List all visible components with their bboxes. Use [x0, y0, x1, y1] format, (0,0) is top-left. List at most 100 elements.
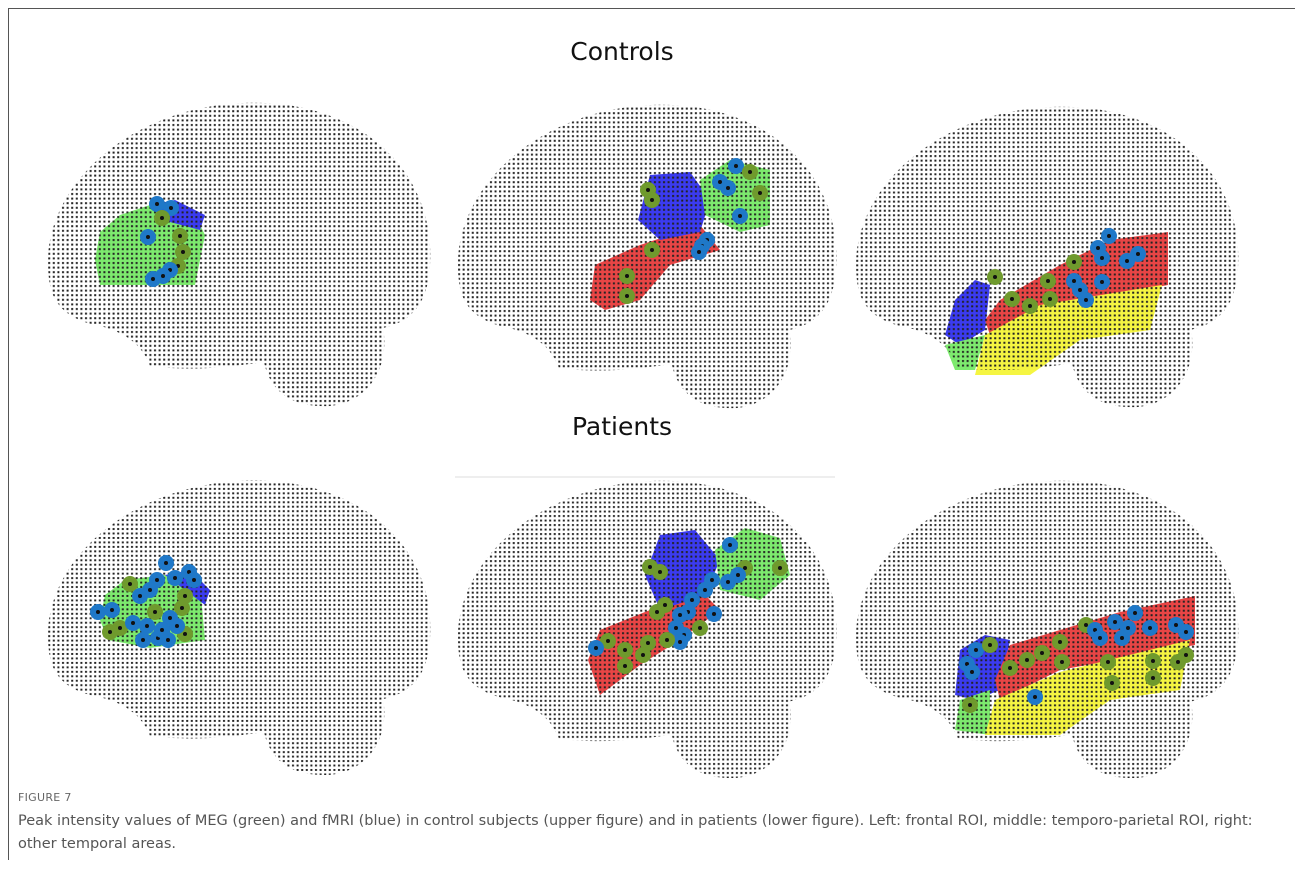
- peak-center: [1040, 651, 1044, 655]
- peak-center: [187, 570, 191, 574]
- peak-center: [1060, 660, 1064, 664]
- peak-center: [974, 648, 978, 652]
- peak-center: [993, 275, 997, 279]
- figure: Controls Patients: [47, 37, 1239, 779]
- peak-center: [1120, 636, 1124, 640]
- peak-center: [1106, 660, 1110, 664]
- peak-center: [655, 610, 659, 614]
- peak-center: [160, 628, 164, 632]
- peak-center: [178, 234, 182, 238]
- peak-center: [1072, 260, 1076, 264]
- peak-center: [183, 632, 187, 636]
- peak-center: [151, 277, 155, 281]
- peak-center: [718, 180, 722, 184]
- peak-center: [1184, 653, 1188, 657]
- brain-panel: [47, 480, 431, 775]
- peak-center: [1176, 660, 1180, 664]
- peak-center: [625, 294, 629, 298]
- peak-center: [1151, 676, 1155, 680]
- panel-title: Controls: [570, 37, 673, 66]
- peak-center: [155, 202, 159, 206]
- peak-center: [153, 610, 157, 614]
- peak-center: [712, 612, 716, 616]
- peak-center: [665, 638, 669, 642]
- peak-center: [968, 703, 972, 707]
- brain-dots: [457, 104, 837, 409]
- peak-center: [183, 594, 187, 598]
- peak-center: [594, 646, 598, 650]
- peak-center: [1096, 246, 1100, 250]
- peak-center: [175, 624, 179, 628]
- peak-center: [1107, 234, 1111, 238]
- peak-center: [96, 610, 100, 614]
- peak-center: [1098, 636, 1102, 640]
- peak-center: [1025, 658, 1029, 662]
- peak-center: [148, 588, 152, 592]
- peak-center: [1133, 611, 1137, 615]
- peak-center: [128, 582, 132, 586]
- peak-center: [734, 164, 738, 168]
- brain-panel: [457, 480, 837, 779]
- figure-caption: Peak intensity values of MEG (green) and…: [18, 813, 1253, 852]
- peak-center: [646, 188, 650, 192]
- peak-center: [1110, 681, 1114, 685]
- peak-center: [141, 638, 145, 642]
- peak-center: [161, 274, 165, 278]
- peak-center: [1010, 297, 1014, 301]
- peak-center: [160, 216, 164, 220]
- peak-center: [1028, 304, 1032, 308]
- peak-center: [1151, 659, 1155, 663]
- peak-center: [1184, 630, 1188, 634]
- peak-center: [728, 543, 732, 547]
- peak-center: [623, 648, 627, 652]
- peak-center: [646, 641, 650, 645]
- peak-center: [726, 580, 730, 584]
- brain-panels: [47, 102, 1239, 779]
- peak-center: [166, 638, 170, 642]
- peak-center: [988, 643, 992, 647]
- peak-center: [606, 639, 610, 643]
- peak-center: [1078, 288, 1082, 292]
- brain-dots: [457, 480, 837, 779]
- peak-center: [678, 613, 682, 617]
- peak-center: [138, 594, 142, 598]
- peak-center: [743, 566, 747, 570]
- peak-center: [164, 561, 168, 565]
- peak-center: [1084, 298, 1088, 302]
- peak-center: [1084, 623, 1088, 627]
- peak-center: [736, 573, 740, 577]
- peak-center: [145, 624, 149, 628]
- peak-center: [1136, 252, 1140, 256]
- peak-center: [146, 235, 150, 239]
- peak-center: [192, 578, 196, 582]
- peak-center: [169, 206, 173, 210]
- panel-title: Patients: [572, 412, 672, 441]
- peak-center: [690, 598, 694, 602]
- peak-center: [970, 670, 974, 674]
- peak-center: [650, 198, 654, 202]
- peak-center: [678, 640, 682, 644]
- peak-center: [1148, 626, 1152, 630]
- peak-center: [674, 626, 678, 630]
- brain-panel: [855, 106, 1239, 408]
- peak-center: [738, 214, 742, 218]
- peak-center: [641, 653, 645, 657]
- peak-center: [173, 576, 177, 580]
- peak-center: [1048, 297, 1052, 301]
- peak-center: [658, 570, 662, 574]
- peak-center: [180, 606, 184, 610]
- peak-center: [778, 566, 782, 570]
- peak-center: [965, 662, 969, 666]
- peak-center: [131, 621, 135, 625]
- figure-label: FIGURE 7: [18, 791, 72, 804]
- peak-center: [155, 578, 159, 582]
- peak-center: [648, 565, 652, 569]
- peak-center: [710, 578, 714, 582]
- peak-center: [650, 248, 654, 252]
- peak-center: [110, 608, 114, 612]
- brain-dots: [855, 106, 1239, 408]
- peak-center: [758, 191, 762, 195]
- peak-center: [1033, 695, 1037, 699]
- peak-center: [698, 626, 702, 630]
- peak-center: [1008, 666, 1012, 670]
